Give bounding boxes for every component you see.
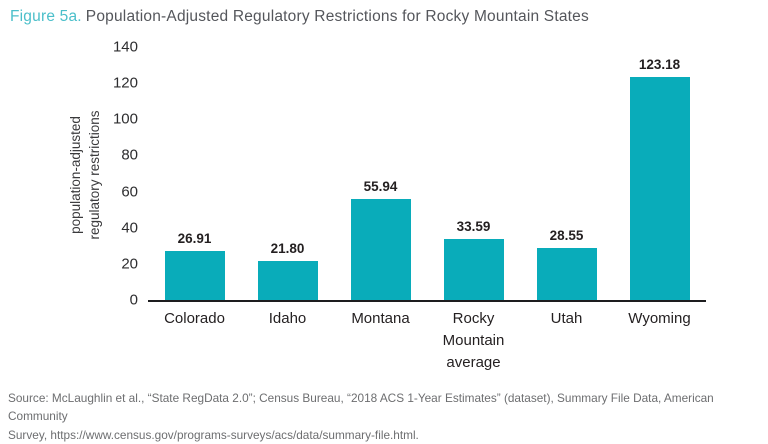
source-note-line2: Survey, https://www.census.gov/programs-… [8,427,419,442]
bar-value-label: 123.18 [638,57,681,73]
x-axis-label: Rocky Mountain average [442,310,505,371]
plot-area: 26.91 21.80 55.94 33.59 28.55 123.18 [148,47,706,302]
y-tick-label: 140 [112,38,138,56]
figure-title: Figure 5a. Population-Adjusted Regulatory… [10,8,589,26]
x-axis-label: Idaho [268,310,307,327]
bar: 33.59 [443,219,504,300]
source-note-line1: Source: McLaughlin et al., “State RegDat… [8,391,714,424]
y-axis-title-line: population-adjusted [68,116,83,234]
x-axis-label: Montana [351,310,410,327]
figure-number: Figure 5a. [10,8,82,25]
x-axis-label: Colorado [164,310,225,327]
bar-column: 21.80 [241,47,334,300]
figure-5a-chart-page: Figure 5a. Population-Adjusted Regulatory… [8,8,714,442]
x-axis-label: Utah [550,310,583,327]
bar-value-label: 33.59 [456,219,491,235]
bar-column: 26.91 [148,47,241,300]
y-tick-label: 80 [121,146,138,164]
bar: 21.80 [257,241,318,300]
x-axis-label: Wyoming [628,310,691,327]
bar-value-label: 28.55 [549,228,584,244]
y-tick-label: 120 [112,74,138,92]
y-tick-label: 60 [121,183,138,201]
x-axis-labels: Colorado Idaho Montana Rocky Mountain avera… [148,308,706,373]
bar: 26.91 [164,231,225,300]
y-axis-ticks: 0 20 40 60 80 100 120 140 [96,39,138,309]
y-tick-label: 20 [121,255,138,273]
bar-value-label: 55.94 [363,178,398,194]
bar: 55.94 [350,179,411,300]
y-tick-label: 40 [121,219,138,237]
bar-column: 28.55 [520,47,613,300]
y-tick-label: 100 [112,110,138,128]
bar: 28.55 [536,228,597,300]
bar-column: 55.94 [334,47,427,300]
bar-value-label: 21.80 [270,240,305,256]
figure-title-text: Population-Adjusted Regulatory Restricti… [85,8,589,25]
source-note: Source: McLaughlin et al., “State RegDat… [8,389,763,444]
y-tick-label: 0 [129,291,138,309]
bar-column: 123.18 [613,47,706,300]
bar-value-label: 26.91 [177,231,212,247]
bar: 123.18 [629,57,690,300]
bar-column: 33.59 [427,47,520,300]
